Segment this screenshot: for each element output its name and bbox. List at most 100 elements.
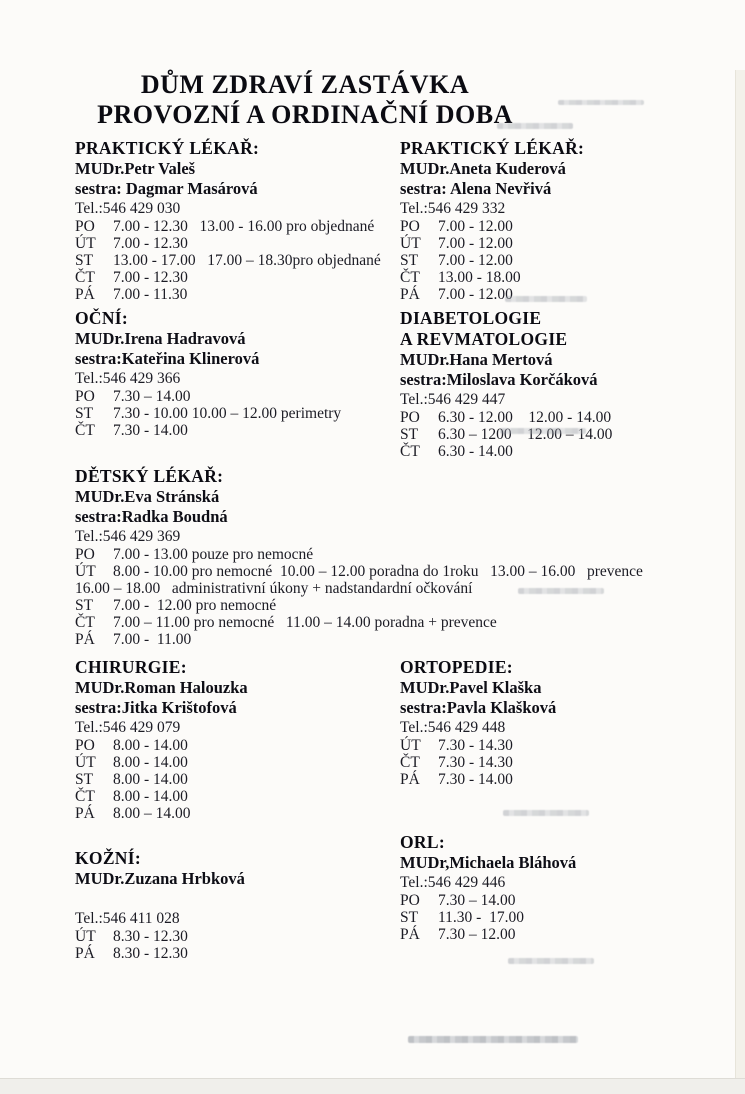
schedule-row: PO 7.00 - 13.00 pouze pro nemocné — [75, 546, 715, 563]
schedule: PO 7.30 – 14.00 ST 11.30 - 17.00 PÁ 7.30 – … — [400, 892, 715, 943]
schedule-row: PÁ 7.00 - 12.00 — [400, 286, 715, 303]
phone-number: Tel.:546 429 446 — [400, 874, 506, 891]
day-label: ST — [400, 909, 419, 926]
hours-text: 8.00 – 14.00 — [113, 805, 191, 822]
hours-text: 7.30 – 14.00 — [113, 388, 191, 405]
hours-text: 7.00 - 12.30 13.00 - 16.00 pro objednané — [113, 218, 375, 235]
day-label: ST — [75, 405, 94, 422]
section-heading-line-2: A REVMATOLOGIE — [400, 329, 568, 349]
section-practical-doctor-vales: PRAKTICKÝ LÉKAŘ: MUDr.Petr Valeš sestra:… — [75, 138, 400, 303]
schedule-row: PÁ 7.00 - 11.30 — [75, 286, 400, 303]
day-label: ČT — [75, 422, 95, 439]
hours-text: 7.00 - 11.30 — [113, 286, 188, 303]
section-heading: DĚTSKÝ LÉKAŘ: — [75, 466, 224, 486]
hours-text: 8.00 - 14.00 — [113, 771, 188, 788]
row-chirurgie-ortopedie: CHIRURGIE: MUDr.Roman Halouzka sestra:Ji… — [75, 657, 715, 822]
nurse-name: sestra: Dagmar Masárová — [75, 179, 258, 198]
hours-text: 6.30 - 12.00 12.00 - 14.00 — [438, 409, 612, 426]
section-kozni: KOŽNÍ: MUDr.Zuzana Hrbková Tel.:546 411 … — [75, 848, 400, 962]
hours-text: 7.30 - 10.00 10.00 – 12.00 perimetry — [113, 405, 342, 422]
hours-text: 7.30 - 14.30 — [438, 737, 513, 754]
day-label: ÚT — [75, 928, 96, 945]
title-line-1: DŮM ZDRAVÍ ZASTÁVKA — [140, 70, 470, 99]
schedule-row: PO 6.30 - 12.00 12.00 - 14.00 — [400, 409, 715, 426]
scan-smudge — [505, 296, 587, 302]
nurse-name: sestra:Pavla Klašková — [400, 698, 557, 717]
scan-smudge — [500, 428, 586, 434]
schedule-row: ČT 7.00 - 12.30 — [75, 269, 400, 286]
section-heading: PRAKTICKÝ LÉKAŘ: — [400, 138, 585, 158]
day-label: ČT — [400, 754, 420, 771]
schedule-row: ČT 7.00 – 11.00 pro nemocné 11.00 – 14.00… — [75, 614, 715, 631]
schedule-row: ST 11.30 - 17.00 — [400, 909, 715, 926]
schedule: PO 6.30 - 12.00 12.00 - 14.00 ST 6.30 – 12… — [400, 409, 715, 460]
phone-number: Tel.:546 429 447 — [400, 391, 506, 408]
day-label: PO — [75, 388, 95, 405]
section-detsky-lekar: DĚTSKÝ LÉKAŘ: MUDr.Eva Stránská sestra:R… — [75, 466, 715, 648]
hours-text: 8.30 - 12.30 — [113, 928, 188, 945]
schedule-row: ÚT 8.30 - 12.30 — [75, 928, 400, 945]
doctor-name: MUDr.Roman Halouzka — [75, 678, 248, 697]
doctor-name: MUDr.Zuzana Hrbková — [75, 869, 245, 888]
title-line-2: PROVOZNÍ A ORDINAČNÍ DOBA — [97, 100, 513, 129]
day-label: PÁ — [400, 286, 420, 303]
section-heading: ORL: — [400, 832, 445, 852]
schedule-row: ÚT 8.00 - 10.00 pro nemocné 10.00 – 12.00… — [75, 563, 715, 580]
day-label: PÁ — [75, 805, 95, 822]
schedule-row: PÁ 7.00 - 11.00 — [75, 631, 715, 648]
scan-smudge — [503, 810, 589, 816]
phone-number: Tel.:546 411 028 — [75, 910, 180, 927]
hours-text: 7.00 – 11.00 pro nemocné 11.00 – 14.00 p… — [113, 614, 497, 631]
day-label: ST — [75, 771, 94, 788]
row-detsky-lekar: DĚTSKÝ LÉKAŘ: MUDr.Eva Stránská sestra:R… — [75, 466, 715, 648]
hours-text: 8.30 - 12.30 — [113, 945, 188, 962]
hours-text: 7.00 - 13.00 pouze pro nemocné — [113, 546, 314, 563]
hours-text: 7.00 - 12.30 — [113, 235, 188, 252]
day-label: ČT — [400, 443, 420, 460]
nurse-name: sestra:Jitka Krištofová — [75, 698, 237, 717]
schedule-row: ÚT 7.00 - 12.00 — [400, 235, 715, 252]
schedule-row: ST 13.00 - 17.00 17.00 – 18.30pro objedna… — [75, 252, 400, 269]
doctor-name: MUDr.Eva Stránská — [75, 487, 220, 506]
day-label: PÁ — [75, 631, 95, 648]
hours-text: 7.30 - 14.00 — [438, 771, 513, 788]
section-heading: ORTOPEDIE: — [400, 657, 513, 677]
schedule-continuation: 16.00 – 18.00 administrativní úkony + na… — [75, 580, 473, 597]
section-heading: OČNÍ: — [75, 308, 129, 328]
phone-number: Tel.:546 429 332 — [400, 200, 506, 217]
scan-smudge — [408, 1036, 578, 1043]
hours-text: 8.00 - 10.00 pro nemocné 10.00 – 12.00 p… — [113, 563, 643, 580]
hours-text: 6.30 – 1200 12.00 – 14.00 — [438, 426, 613, 443]
schedule: PO 7.00 - 12.00 ÚT 7.00 - 12.00 ST 7.00 - 1… — [400, 218, 715, 303]
day-label: ÚT — [400, 235, 421, 252]
paper-edge-right — [735, 70, 745, 1094]
schedule-row: PÁ 7.30 – 12.00 — [400, 926, 715, 943]
section-heading: CHIRURGIE: — [75, 657, 187, 677]
schedule-row: ČT 7.30 - 14.00 — [75, 422, 400, 439]
blank-line — [75, 889, 400, 909]
day-label: ST — [400, 426, 419, 443]
schedule: PO 7.00 - 12.30 13.00 - 16.00 pro objedna… — [75, 218, 400, 303]
day-label: PÁ — [75, 945, 95, 962]
section-diabetologie-revmatologie: DIABETOLOGIE A REVMATOLOGIE MUDr.Hana Me… — [400, 308, 715, 460]
phone-number: Tel.:546 429 369 — [75, 528, 181, 545]
section-heading: PRAKTICKÝ LÉKAŘ: — [75, 138, 260, 158]
row-practical-doctors: PRAKTICKÝ LÉKAŘ: MUDr.Petr Valeš sestra:… — [75, 138, 715, 303]
phone-number: Tel.:546 429 448 — [400, 719, 506, 736]
day-label: PO — [75, 546, 95, 563]
hours-text: 7.00 - 12.00 — [438, 252, 513, 269]
page-title: DŮM ZDRAVÍ ZASTÁVKA PROVOZNÍ A ORDINAČNÍ… — [75, 70, 535, 130]
section-chirurgie: CHIRURGIE: MUDr.Roman Halouzka sestra:Ji… — [75, 657, 400, 822]
doctor-name: MUDr.Petr Valeš — [75, 159, 196, 178]
hours-text: 7.30 – 12.00 — [438, 926, 516, 943]
section-ocni: OČNÍ: MUDr.Irena Hadravová sestra:Kateři… — [75, 308, 400, 439]
day-label: ST — [75, 597, 94, 614]
schedule-row: ÚT 7.00 - 12.30 — [75, 235, 400, 252]
section-heading: DIABETOLOGIE — [400, 308, 542, 328]
section-ortopedie: ORTOPEDIE: MUDr.Pavel Klaška sestra:Pavl… — [400, 657, 715, 788]
schedule-row: PO 7.00 - 12.30 13.00 - 16.00 pro objedna… — [75, 218, 400, 235]
hours-text: 8.00 - 14.00 — [113, 754, 188, 771]
section-practical-doctor-kuderova: PRAKTICKÝ LÉKAŘ: MUDr.Aneta Kuderová ses… — [400, 138, 715, 303]
doctor-name: MUDr.Pavel Klaška — [400, 678, 542, 697]
hours-text: 7.00 - 12.00 pro nemocné — [113, 597, 277, 614]
